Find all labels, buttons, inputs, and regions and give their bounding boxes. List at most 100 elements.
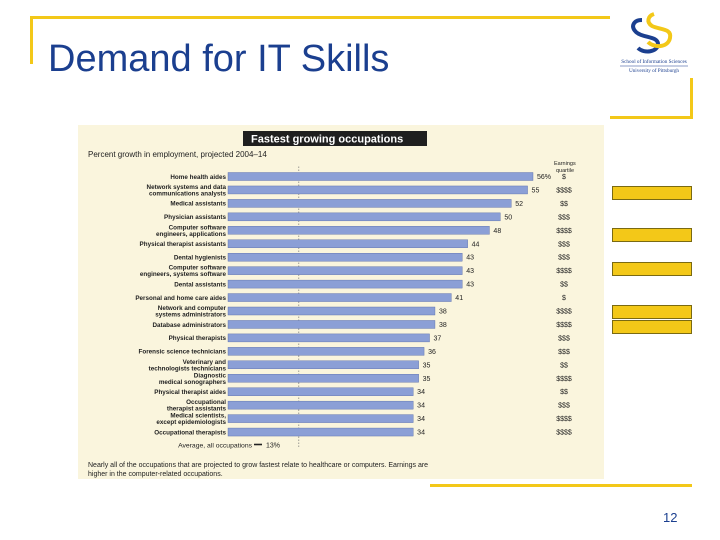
bar [227, 360, 419, 370]
data-label: 41 [455, 295, 463, 302]
data-label: 38 [439, 309, 447, 316]
earnings-label: $$$ [558, 335, 570, 342]
earnings-label: $$$$ [556, 187, 572, 194]
bar [227, 239, 468, 248]
highlight-tab [612, 228, 692, 242]
bar [227, 387, 414, 396]
data-label: 55 [532, 187, 540, 194]
category-label: systems administrators [155, 312, 226, 319]
logo-line-1: School of Information Sciences [621, 58, 687, 65]
bar [227, 414, 414, 423]
average-value: 13% [266, 443, 280, 450]
category-label: Diagnostic [194, 372, 227, 379]
data-label: 52 [515, 201, 523, 208]
data-label: 38 [439, 322, 447, 329]
bar [227, 266, 463, 275]
earnings-label: $$$$ [556, 376, 572, 383]
footnote: Nearly all of the occupations that are p… [88, 462, 428, 469]
data-label: 34 [417, 403, 425, 410]
bar [227, 279, 463, 289]
category-label: Medical scientists, [170, 413, 226, 420]
frame-right-connector [610, 116, 693, 119]
bar [227, 212, 501, 222]
data-label: 48 [493, 228, 501, 235]
chart-panel: Fastest growing occupations Percent growt… [78, 125, 604, 479]
university-logo: School of Information Sciences Universit… [614, 10, 694, 78]
data-label: 43 [466, 268, 474, 275]
earnings-label: $$$$ [556, 430, 572, 437]
data-label: 44 [472, 241, 480, 248]
earnings-label: $$ [560, 201, 568, 208]
data-label: 34 [417, 416, 425, 423]
earnings-label: $$$ [558, 403, 570, 410]
earnings-header: Earnings [554, 161, 576, 167]
data-label: 43 [466, 282, 474, 289]
bar [227, 400, 414, 410]
data-label: 56% [537, 174, 551, 181]
earnings-label: $$$$ [556, 309, 572, 316]
data-label: 50 [504, 214, 512, 221]
frame-left-line [30, 16, 33, 64]
bar [227, 427, 414, 437]
category-label: Medical assistants [170, 201, 226, 208]
bar [227, 185, 528, 195]
logo-line-2: University of Pittsburgh [629, 67, 679, 74]
average-label: Average, all occupations [178, 443, 253, 450]
bar [227, 252, 463, 262]
bar [227, 226, 490, 235]
highlight-tab [612, 305, 692, 319]
category-label: Occupational [186, 399, 226, 406]
earnings-label: $$$ [558, 214, 570, 221]
earnings-label: $$$$ [556, 322, 572, 329]
bar-chart: Fastest growing occupations Percent growt… [88, 131, 576, 478]
earnings-label: $$ [560, 282, 568, 289]
category-label: engineers, systems software [140, 271, 227, 278]
category-label: technologists technicians [149, 365, 227, 372]
category-label: Physical therapists [169, 335, 227, 342]
footnote: higher in the computer-related occupatio… [88, 471, 223, 478]
bar [227, 333, 430, 343]
logo-mark-icon [631, 18, 661, 54]
category-label: Database administrators [153, 322, 227, 329]
chart-title-box [243, 131, 427, 146]
bar [227, 374, 419, 383]
category-label: Occupational therapists [154, 429, 226, 436]
page-number: 12 [663, 510, 678, 525]
category-label: Personal and home care aides [135, 295, 226, 302]
category-label: Dental assistants [174, 281, 226, 288]
category-label: Veterinary and [183, 359, 227, 366]
earnings-label: $ [562, 174, 566, 181]
category-label: Network and computer [158, 305, 227, 312]
data-label: 43 [466, 255, 474, 262]
category-label: Dental hygienists [174, 255, 227, 262]
bar [227, 306, 436, 316]
highlight-tab [612, 320, 692, 334]
highlight-tab [612, 186, 692, 200]
category-label: communications analysts [149, 190, 226, 197]
data-label: 34 [417, 430, 425, 437]
data-label: 35 [423, 362, 431, 369]
frame-bottom-line [430, 484, 692, 487]
category-label: therapist assistants [167, 406, 227, 413]
data-label: 37 [434, 335, 442, 342]
bar [227, 293, 452, 302]
category-label: Physical therapist aides [154, 389, 226, 396]
category-label: Home health aides [170, 174, 226, 181]
category-label: except epidemiologists [156, 419, 226, 426]
data-label: 36 [428, 349, 436, 356]
earnings-label: $$$$ [556, 228, 572, 235]
earnings-label: $$ [560, 362, 568, 369]
slide-title: Demand for IT Skills [48, 38, 390, 80]
earnings-label: $$$ [558, 255, 570, 262]
earnings-label: $$$$ [556, 416, 572, 423]
earnings-header: quartile [556, 168, 574, 174]
earnings-label: $ [562, 295, 566, 302]
category-label: Computer software [169, 224, 227, 231]
category-label: Network systems and data [147, 184, 227, 191]
bar [227, 347, 425, 356]
bar [227, 199, 512, 208]
data-label: 35 [423, 376, 431, 383]
earnings-label: $$$ [558, 241, 570, 248]
data-label: 34 [417, 389, 425, 396]
chart-title: Fastest growing occupations [251, 134, 403, 146]
